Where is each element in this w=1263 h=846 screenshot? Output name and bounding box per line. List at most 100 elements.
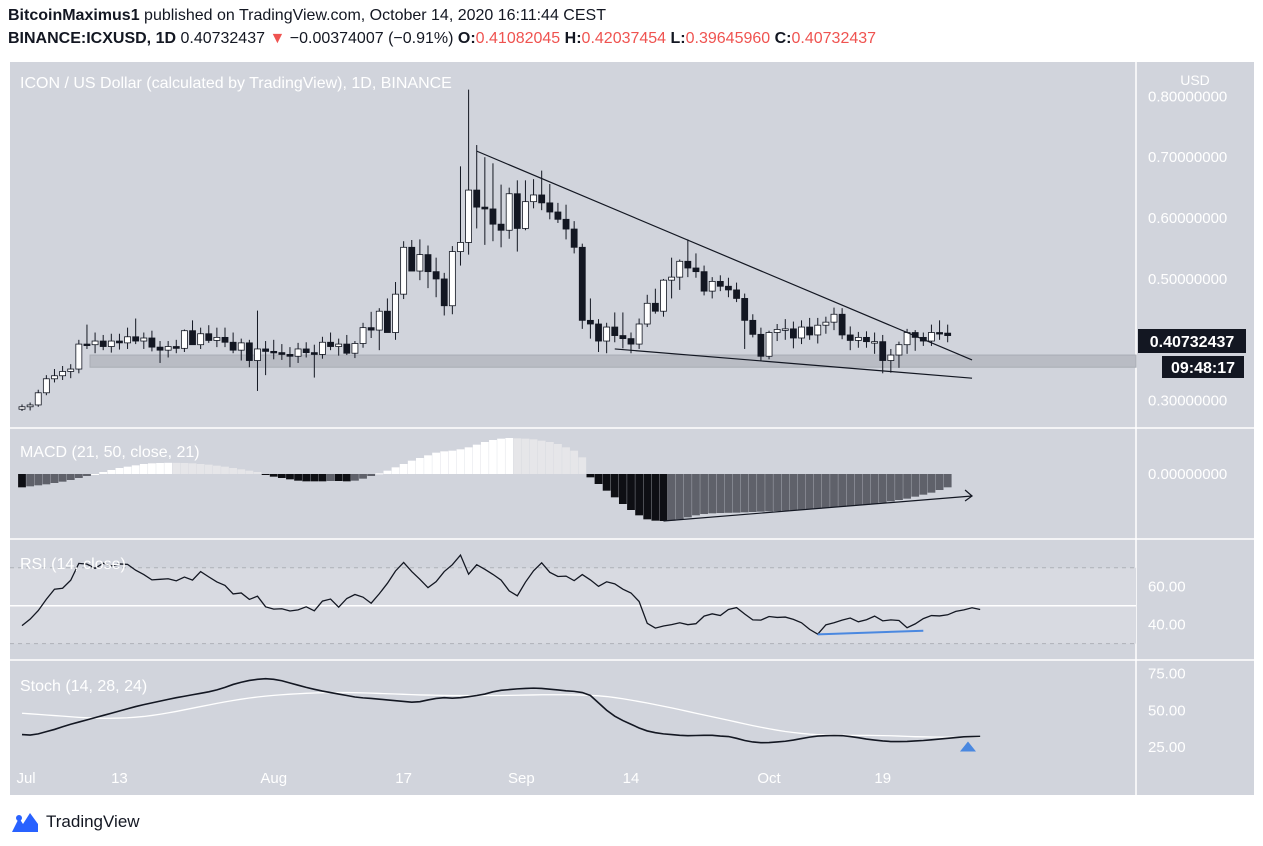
candle — [367, 327, 375, 331]
macd-bar — [440, 451, 449, 474]
footer-brand-label: TradingView — [46, 812, 140, 831]
candle — [773, 329, 781, 333]
macd-bar — [821, 474, 830, 508]
stoch-k-line — [21, 677, 981, 744]
candle — [538, 194, 546, 204]
candle — [99, 340, 107, 347]
macd-bar — [732, 474, 741, 513]
candle — [59, 371, 66, 377]
candle — [270, 350, 278, 354]
candle — [189, 330, 196, 346]
macd-bar — [131, 465, 140, 474]
price-axis-tick: 0.80000000 — [1148, 88, 1227, 105]
candle — [359, 327, 367, 344]
macd-bar — [91, 474, 99, 475]
candle — [383, 310, 391, 333]
stoch-d-line — [21, 691, 981, 739]
candle — [416, 254, 424, 272]
rsi-pane[interactable]: 60.00 40.00 — [10, 553, 1186, 645]
candle — [716, 280, 724, 287]
support-zone — [89, 354, 1137, 368]
down-arrow-icon: ▼ — [269, 30, 286, 47]
candle — [725, 285, 732, 291]
candle — [846, 334, 854, 341]
macd-bar — [221, 466, 229, 474]
macd-bar — [895, 474, 903, 500]
candle — [294, 348, 302, 357]
macd-bar — [651, 474, 660, 521]
stoch-pane[interactable]: 75.00 50.00 25.00 — [21, 665, 1186, 756]
candle — [375, 310, 383, 331]
candle — [75, 343, 83, 370]
candle — [603, 326, 611, 342]
macd-pane[interactable]: 0.00000000 — [18, 438, 1227, 522]
price-pane[interactable]: 0.80000000 0.70000000 0.60000000 0.50000000… — [18, 88, 1227, 412]
last-price-tag — [1138, 329, 1246, 353]
rsi-line — [21, 553, 981, 635]
candle — [546, 202, 554, 213]
candle — [457, 242, 464, 252]
macd-bar — [513, 438, 522, 474]
candle — [310, 352, 318, 355]
candle — [863, 336, 870, 343]
macd-bar — [724, 474, 733, 513]
candle — [34, 392, 42, 406]
candle — [871, 341, 878, 344]
macd-bar — [846, 474, 855, 506]
candle — [749, 319, 757, 335]
candle — [432, 271, 440, 280]
macd-bar — [432, 452, 441, 474]
candle — [879, 341, 887, 361]
macd-bar — [351, 474, 359, 481]
candle — [392, 293, 399, 333]
publish-line: BitcoinMaximus1 published on TradingView… — [8, 7, 606, 25]
macd-bar — [659, 474, 668, 521]
macd-bar — [813, 474, 822, 509]
candle — [51, 375, 58, 380]
macd-bar — [277, 474, 286, 478]
candle — [497, 223, 505, 231]
candle — [522, 201, 529, 229]
candle — [489, 208, 497, 225]
candle — [18, 406, 26, 410]
price-pane-title: ICON / US Dollar (calculated by TradingV… — [20, 75, 452, 92]
macd-bar — [415, 458, 424, 474]
candle — [830, 313, 838, 323]
current-price: 0.40732437 — [180, 30, 265, 47]
candle — [903, 332, 911, 346]
tradingview-logo-icon — [12, 813, 38, 832]
macd-bar — [586, 474, 595, 478]
rsi-pane-title: RSI (14, close) — [20, 556, 126, 573]
footer-brand[interactable]: TradingView — [10, 808, 140, 836]
price-axis-unit: USD — [1180, 72, 1210, 88]
macd-bar — [667, 474, 676, 521]
macd-bar — [489, 440, 497, 474]
stoch-pane-title: Stoch (14, 28, 24) — [20, 678, 147, 695]
macd-bar — [838, 474, 847, 507]
time-axis-tick: Oct — [757, 770, 781, 787]
author-name[interactable]: BitcoinMaximus1 — [8, 7, 140, 24]
candle — [700, 271, 708, 292]
candle — [708, 280, 716, 292]
macd-bar — [643, 474, 652, 520]
candle — [928, 332, 935, 342]
macd-axis-tick: 0.00000000 — [1148, 466, 1227, 483]
macd-bar — [610, 474, 619, 498]
macd-bar — [115, 468, 124, 474]
stoch-cross-triangle — [959, 741, 976, 752]
candle — [838, 313, 846, 336]
macd-bar — [18, 474, 26, 488]
macd-bar — [683, 474, 692, 518]
candle — [798, 326, 805, 339]
close-label: C: — [774, 30, 792, 47]
time-axis-tick: 13 — [111, 770, 128, 787]
time-axis[interactable]: Jul 13 Aug 17 Sep 14 Oct 19 — [16, 770, 891, 787]
time-axis-tick: Sep — [508, 770, 535, 787]
time-axis-tick: Jul — [16, 770, 35, 787]
macd-bar — [578, 457, 587, 474]
macd-bar — [424, 455, 432, 474]
candle — [635, 323, 643, 345]
candle — [781, 328, 789, 331]
macd-bar — [830, 474, 838, 508]
